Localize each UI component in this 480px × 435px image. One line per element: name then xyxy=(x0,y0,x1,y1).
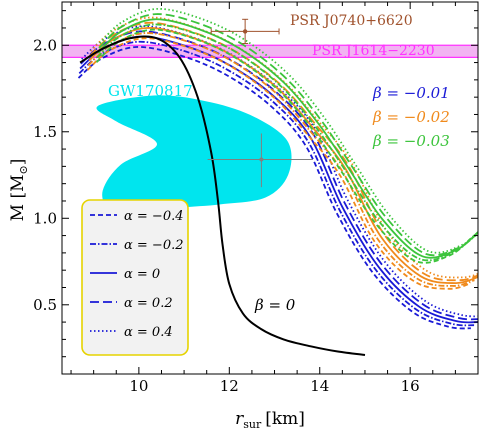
curve-beta1-alpha-0p4 xyxy=(81,25,478,318)
curve-beta2-alpha-0p2 xyxy=(89,21,478,282)
y-axis-label-main: M [M xyxy=(8,175,28,222)
x-axis-label-unit: [km] xyxy=(265,409,305,429)
curve-beta3-alpha-0 xyxy=(97,18,478,259)
curve-beta3-alpha-m0p4 xyxy=(95,28,472,264)
beta-zero-label: β = 0 xyxy=(254,296,296,314)
y-tick-label-1.5: 1.5 xyxy=(33,123,57,141)
y-tick-label-2: 2.0 xyxy=(33,36,57,54)
beta-label-3: β = −0.03 xyxy=(372,132,450,150)
curve-beta1-alpha-m0p4 xyxy=(77,46,471,330)
psr-j1614-label: PSR J1614−2230 xyxy=(312,43,435,59)
constraint-bands xyxy=(62,44,478,216)
gw170817-region xyxy=(96,95,292,216)
curve-beta2-alpha-m0p4 xyxy=(86,37,472,290)
psr-j0740-label: PSR J0740+6620 xyxy=(290,13,413,29)
x-axis-label-sub: sur xyxy=(243,418,262,431)
legend-label-1: α = −0.2 xyxy=(124,238,184,253)
beta-family-2 xyxy=(86,16,478,290)
psr-j0030-point xyxy=(259,157,264,162)
x-tick-label-12: 12 xyxy=(220,377,239,395)
psr-j1614-band xyxy=(62,45,478,58)
beta-family-1 xyxy=(77,25,478,330)
gw170817-label: GW170817 xyxy=(108,82,193,100)
y-axis-label: M [M⊙] xyxy=(8,159,30,222)
x-tick-label-14: 14 xyxy=(310,377,329,395)
psr-j0740-point xyxy=(242,29,248,34)
curve-beta3-alpha-0p2 xyxy=(98,13,478,257)
y-axis-label-close: ] xyxy=(8,159,28,166)
curve-beta2-alpha-0 xyxy=(88,27,478,285)
curve-beta2-alpha-m0p2 xyxy=(87,32,475,287)
alpha-legend: α = −0.4 α = −0.2 α = 0 α = 0.2 α = 0.4 xyxy=(81,199,189,356)
plot-frame xyxy=(61,1,479,375)
curve-beta-zero xyxy=(79,35,366,356)
x-axis-label-main: r xyxy=(235,409,244,429)
legend-label-3: α = 0.2 xyxy=(124,296,173,311)
y-axis-label-sub: ⊙ xyxy=(17,165,30,174)
axis-ticks: 10 12 14 16 0.5 1.0 1.5 2.0 xyxy=(33,2,479,395)
x-tick-label-16: 16 xyxy=(401,377,420,395)
beta-label-2: β = −0.02 xyxy=(372,108,450,126)
legend-label-0: α = −0.4 xyxy=(124,209,184,224)
legend-label-4: α = 0.4 xyxy=(124,325,173,340)
text-annotations: PSR J0740+6620 PSR J1614−2230 GW170817 β = … xyxy=(108,13,450,314)
curve-beta3-alpha-0p4 xyxy=(99,7,478,254)
x-axis-label: rsur [km] xyxy=(235,409,305,431)
curve-beta1-alpha-m0p2 xyxy=(78,40,475,327)
y-tick-label-1: 1.0 xyxy=(33,209,57,227)
overlay-layer xyxy=(207,18,313,188)
curve-beta3-alpha-m0p2 xyxy=(96,23,476,262)
beta-label-1: β = −0.01 xyxy=(372,84,450,102)
beta-family-3 xyxy=(95,7,478,264)
legend-label-2: α = 0 xyxy=(124,267,160,282)
x-tick-label-10: 10 xyxy=(129,377,148,395)
legend-box xyxy=(81,199,189,356)
curves-layer xyxy=(77,7,478,356)
y-tick-label-0.5: 0.5 xyxy=(33,296,57,314)
